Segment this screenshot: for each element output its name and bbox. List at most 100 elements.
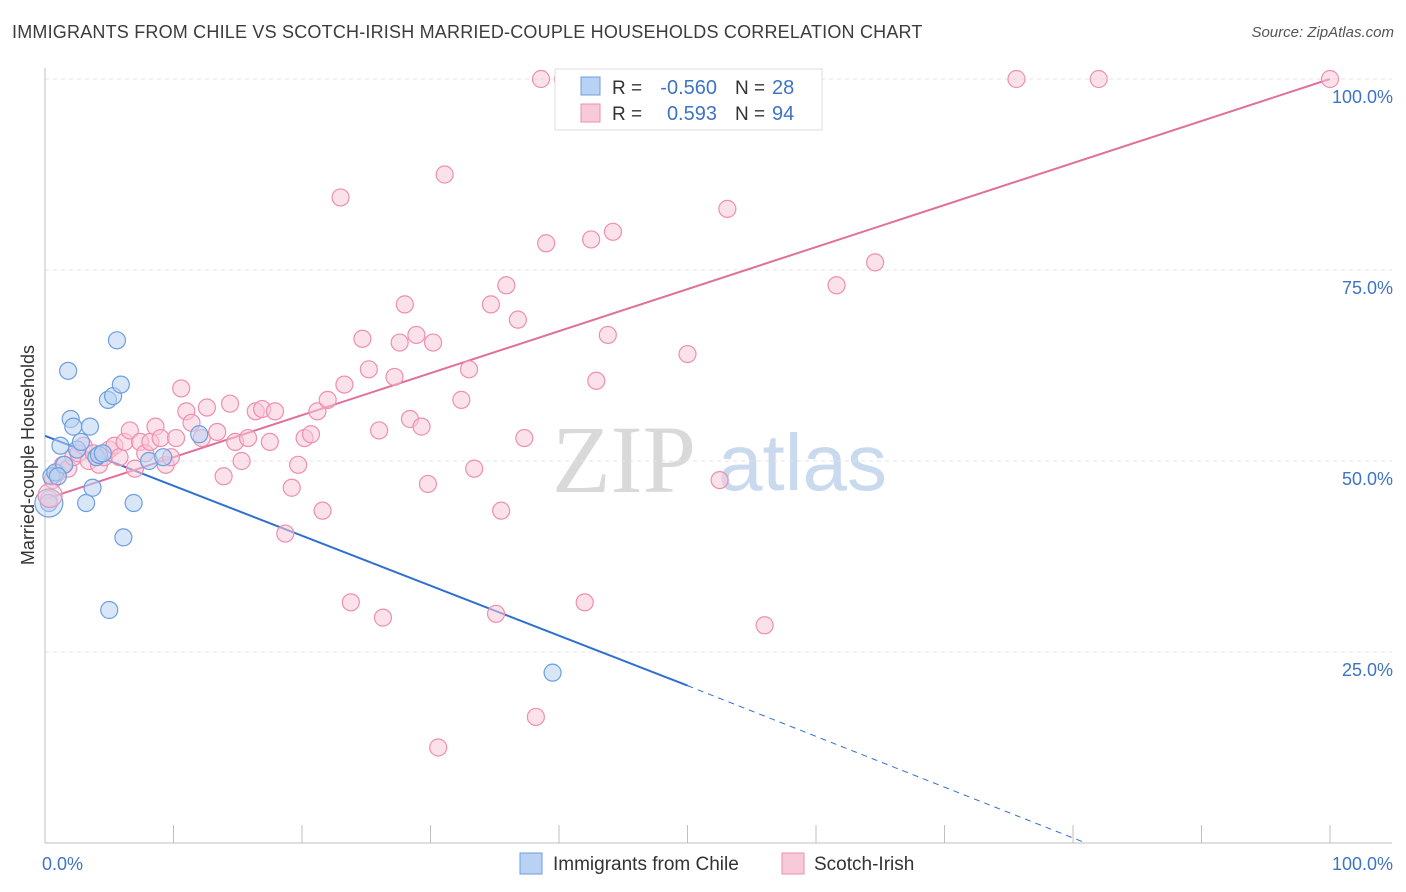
data-point-chile (543, 663, 562, 682)
y-tick-label: 75.0% (1342, 278, 1393, 298)
data-point-chile (83, 478, 102, 497)
legend-n-label-scotch: N = (735, 104, 765, 125)
data-point-scotch-irish (308, 402, 327, 421)
data-point-scotch-irish (575, 593, 594, 612)
data-point-scotch-irish (331, 188, 350, 207)
source-label: Source: ZipAtlas.com (1251, 24, 1394, 41)
bottom-legend-label-chile: Immigrants from Chile (553, 854, 739, 875)
data-point-chile (93, 444, 112, 463)
legend-swatch-scotch (580, 103, 601, 123)
data-point-scotch-irish (110, 448, 129, 467)
data-point-scotch-irish (214, 467, 233, 486)
gridlines (45, 78, 1392, 653)
data-point-chile (48, 467, 67, 486)
data-point-chile (77, 493, 96, 513)
data-point-scotch-irish (452, 390, 471, 409)
data-point-scotch-irish (710, 471, 729, 490)
data-point-chile (71, 432, 91, 451)
data-point-scotch-irish (276, 524, 295, 543)
axes: 25.0% 50.0% 75.0% 100.0% 0.0% 100.0% (42, 68, 1393, 874)
data-point-scotch-irish (166, 428, 186, 448)
watermark-zip: ZIP (552, 406, 696, 513)
data-point-scotch-irish (531, 69, 551, 89)
data-point-scotch-irish (335, 375, 354, 394)
data-point-scotch-irish (465, 459, 484, 478)
data-points (34, 69, 1340, 757)
data-point-scotch-irish (827, 276, 846, 295)
bottom-legend-swatch-chile (519, 852, 543, 875)
data-point-scotch-irish (197, 398, 217, 417)
data-point-scotch-irish (373, 608, 393, 627)
data-point-scotch-irish (353, 329, 372, 348)
y-tick-label: 25.0% (1342, 660, 1393, 680)
data-point-scotch-irish (1320, 69, 1340, 89)
legend-n-label-chile: N = (735, 78, 765, 99)
data-point-scotch-irish (370, 421, 389, 440)
data-point-scotch-irish (435, 165, 454, 184)
data-point-scotch-irish (492, 501, 511, 520)
data-point-scotch-irish (289, 455, 308, 474)
data-point-scotch-irish (418, 474, 438, 494)
data-point-scotch-irish (1007, 69, 1026, 89)
data-point-scotch-irish (265, 402, 285, 421)
trend-line-extension-chile (687, 685, 1087, 844)
data-point-scotch-irish (582, 230, 601, 249)
data-point-scotch-irish (866, 253, 885, 272)
bottom-legend-swatch-scotch (781, 852, 805, 875)
legend-swatch-chile (580, 76, 601, 96)
data-point-scotch-irish (260, 432, 279, 451)
data-point-scotch-irish (755, 616, 774, 635)
data-point-scotch-irish (318, 390, 337, 409)
data-point-chile (124, 493, 143, 513)
data-point-scotch-irish (301, 425, 321, 444)
data-point-scotch-irish (208, 422, 227, 442)
data-point-scotch-irish (515, 428, 534, 448)
data-point-scotch-irish (238, 428, 258, 448)
data-point-scotch-irish (232, 451, 251, 471)
data-point-scotch-irish (718, 199, 737, 218)
data-point-scotch-irish (459, 360, 479, 379)
data-point-cluster-chile (34, 488, 64, 518)
series-legend: Immigrants from Chile Scotch-Irish (519, 852, 914, 875)
correlation-legend: R = -0.560 N = 28 R = 0.593 N = 94 (554, 68, 823, 131)
trend-lines (44, 78, 1331, 844)
y-tick-label: 50.0% (1342, 469, 1393, 489)
legend-r-label-chile: R = (612, 78, 642, 99)
data-point-chile (154, 448, 173, 467)
data-point-scotch-irish (526, 707, 545, 727)
watermark-atlas: atlas (718, 418, 887, 507)
legend-n-value-chile: 28 (772, 77, 794, 99)
data-point-scotch-irish (508, 310, 527, 329)
data-point-scotch-irish (678, 344, 697, 364)
y-axis-title: Married-couple Households (18, 345, 38, 565)
data-point-scotch-irish (497, 276, 516, 295)
data-point-scotch-irish (341, 593, 360, 612)
bottom-legend-label-scotch: Scotch-Irish (814, 854, 914, 875)
trend-line-chile (44, 434, 688, 687)
data-point-scotch-irish (486, 604, 506, 623)
data-point-scotch-irish (120, 421, 139, 440)
data-point-scotch-irish (537, 234, 556, 253)
data-point-scotch-irish (282, 478, 301, 497)
legend-r-label-scotch: R = (612, 104, 642, 125)
data-point-scotch-irish (481, 295, 500, 314)
data-point-scotch-irish (1089, 69, 1108, 89)
x-tick-label-max: 100.0% (1332, 854, 1393, 874)
chart-title: IMMIGRANTS FROM CHILE VS SCOTCH-IRISH MA… (12, 22, 923, 42)
data-point-scotch-irish (412, 417, 431, 436)
data-point-scotch-irish (313, 501, 332, 520)
legend-r-value-chile: -0.560 (660, 77, 717, 99)
data-point-scotch-irish (587, 371, 606, 390)
data-point-chile (59, 361, 78, 380)
data-point-chile (190, 425, 209, 444)
data-point-scotch-irish (390, 333, 409, 352)
data-point-chile (64, 417, 83, 436)
data-point-scotch-irish (359, 360, 378, 379)
data-point-chile (114, 528, 133, 547)
y-tick-label: 100.0% (1332, 87, 1393, 107)
x-tick-label-min: 0.0% (42, 854, 83, 874)
data-point-scotch-irish (423, 333, 443, 352)
data-point-scotch-irish (385, 367, 404, 387)
data-point-chile (80, 417, 100, 436)
